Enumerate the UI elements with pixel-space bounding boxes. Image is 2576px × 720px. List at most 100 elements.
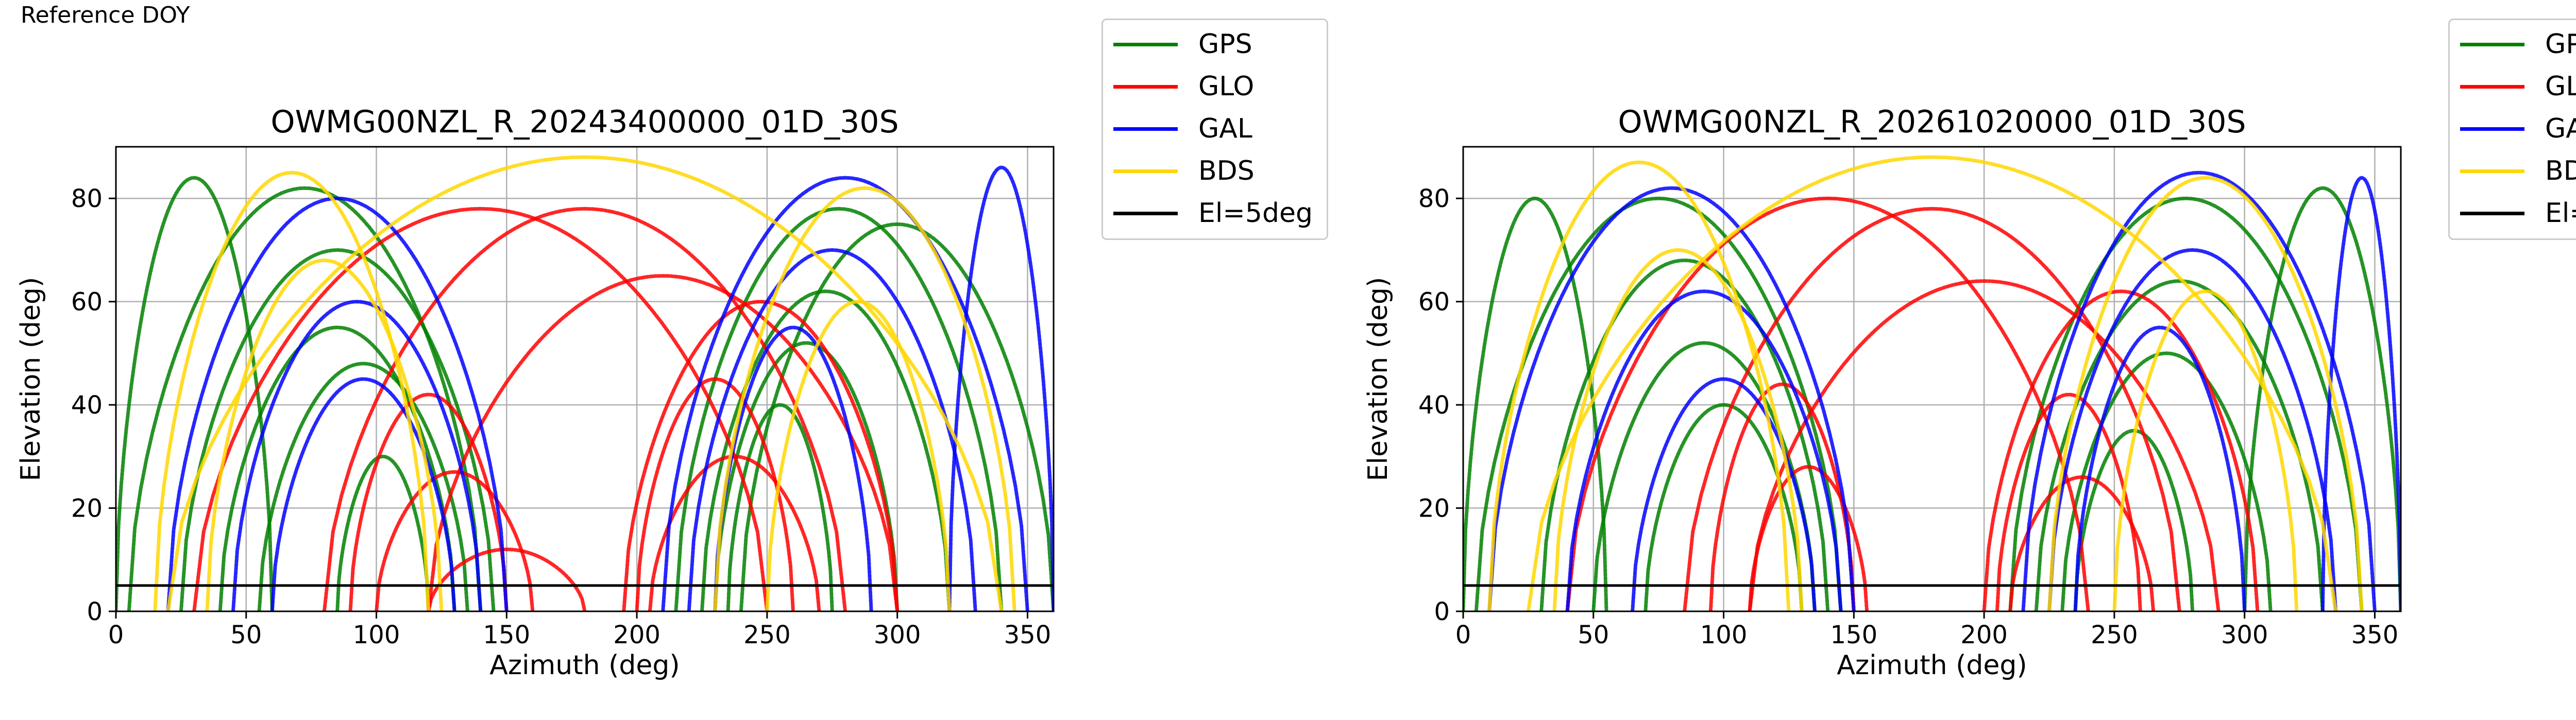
x-axis-label: Azimuth (deg): [1837, 650, 2027, 681]
chart-panel-1: 0 50 100 150 200 250 300 350 0 20 40 60 80 OWMG00NZL_…: [1363, 104, 2402, 681]
y-tick-label: 80: [71, 184, 103, 213]
legend-swatch-gal: [1113, 127, 1178, 131]
y-tick-label: 80: [1418, 184, 1450, 213]
x-axis-label: Azimuth (deg): [489, 650, 680, 681]
legend-item-gps: GPS: [1113, 23, 1252, 65]
x-tick-label: 200: [613, 621, 660, 649]
x-tick-label: 300: [874, 621, 921, 649]
x-tick-label: 350: [2351, 621, 2399, 649]
track-bds: [1552, 248, 1804, 611]
chart-title: OWMG00NZL_R_20261020000_01D_30S: [1618, 104, 2246, 140]
track-bds: [153, 170, 431, 611]
track-bds: [205, 258, 444, 611]
track-glo: [427, 547, 587, 611]
track-gps: [674, 207, 1004, 611]
chart-title: OWMG00NZL_R_20243400000_01D_30S: [270, 104, 899, 140]
satellite-tracks: [116, 155, 1054, 611]
x-tick-label: 0: [1455, 621, 1471, 649]
y-tick-label: 60: [1418, 288, 1450, 317]
legend-swatch-gps: [2460, 42, 2524, 46]
legend-item-gps: GPS: [2460, 23, 2576, 65]
legend-label-gal: GAL: [1198, 113, 1252, 144]
legend-label-gps: GPS: [1198, 29, 1252, 60]
track-glo: [192, 207, 769, 611]
track-bds: [713, 186, 1016, 611]
satellite-tracks: [1463, 155, 2401, 611]
legend-label-glo: GLO: [2545, 71, 2576, 102]
track-gal: [231, 300, 483, 611]
y-tick-label: 20: [1418, 494, 1450, 523]
y-axis-label: Elevation (deg): [15, 277, 46, 482]
legend-swatch-gal: [2460, 127, 2524, 131]
track-gal: [2073, 325, 2247, 611]
track-glo: [348, 392, 509, 611]
legend-item-bds: BDS: [1113, 150, 1255, 192]
y-tick-label: 0: [87, 597, 103, 626]
track-glo: [427, 274, 900, 611]
legend-label-el5: El=5deg: [2545, 198, 2576, 229]
track-glo: [1708, 382, 1856, 611]
track-bds: [166, 155, 1004, 611]
track-gps: [1463, 196, 1608, 611]
track-bds: [1526, 155, 2338, 611]
legend-swatch-el5: [1113, 211, 1178, 215]
track-gal: [2047, 248, 2338, 611]
x-tick-label: 150: [1831, 621, 1878, 649]
track-glo: [1995, 392, 2142, 611]
y-tick-label: 20: [71, 494, 103, 523]
reference-doy-label: Reference DOY: [21, 2, 190, 28]
legend-panel-right: GPS GLO GAL BDS El=5deg: [2448, 19, 2576, 240]
track-gps: [1474, 196, 1843, 611]
track-bds: [1487, 160, 1791, 611]
legend-label-bds: BDS: [1198, 156, 1255, 186]
track-gps: [713, 341, 900, 611]
track-glo: [635, 377, 795, 611]
track-gal: [2021, 170, 2377, 611]
legend-swatch-bds: [1113, 169, 1178, 173]
legend-swatch-glo: [2460, 84, 2524, 89]
legend-item-gal: GAL: [1113, 108, 1252, 150]
track-gps: [257, 362, 469, 611]
x-tick-label: 300: [2221, 621, 2268, 649]
axes-frame: [1462, 146, 2402, 612]
track-glo: [622, 300, 900, 611]
x-tick-label: 50: [230, 621, 262, 649]
track-gps: [2008, 196, 2364, 611]
legend-item-el5: El=5deg: [2460, 192, 2576, 234]
track-glo: [2008, 475, 2156, 611]
track-gps: [726, 403, 834, 611]
y-tick-label: 60: [71, 288, 103, 317]
legend-item-bds: BDS: [2460, 150, 2576, 192]
x-tick-label: 50: [1578, 621, 1609, 649]
track-bds: [2047, 176, 2364, 611]
chart-panel-0: 0 50 100 150 200 250 300 350 0 20 40 60 80 OWMG00NZL_…: [15, 104, 1055, 681]
track-glo: [1565, 196, 2090, 611]
track-gal: [166, 196, 509, 611]
legend-label-gal: GAL: [2545, 113, 2576, 144]
track-gal: [687, 248, 977, 611]
y-tick-label: 0: [1434, 597, 1450, 626]
legend-label-bds: BDS: [2545, 156, 2576, 186]
track-gps: [335, 454, 431, 611]
track-gal: [713, 325, 873, 611]
legend-swatch-bds: [2460, 169, 2524, 173]
y-axis-label: Elevation (deg): [1363, 277, 1394, 482]
legend-swatch-glo: [1113, 84, 1178, 89]
legend-label-glo: GLO: [1198, 71, 1255, 102]
track-bds: [765, 300, 952, 611]
legend-swatch-el5: [2460, 211, 2524, 215]
track-gal: [1565, 289, 1843, 611]
x-tick-label: 250: [2091, 621, 2138, 649]
legend-item-gal: GAL: [2460, 108, 2576, 150]
x-tick-label: 150: [483, 621, 531, 649]
legend-item-el5: El=5deg: [1113, 192, 1313, 234]
x-tick-label: 200: [1960, 621, 2008, 649]
track-gal: [947, 165, 1054, 611]
legend-item-glo: GLO: [1113, 65, 1254, 108]
legend-label-gps: GPS: [2545, 29, 2576, 60]
legend-panel-left: GPS GLO GAL BDS El=5deg: [1101, 19, 1328, 240]
track-gps: [2034, 279, 2325, 611]
axes-frame: [115, 146, 1055, 612]
track-glo: [375, 470, 535, 611]
